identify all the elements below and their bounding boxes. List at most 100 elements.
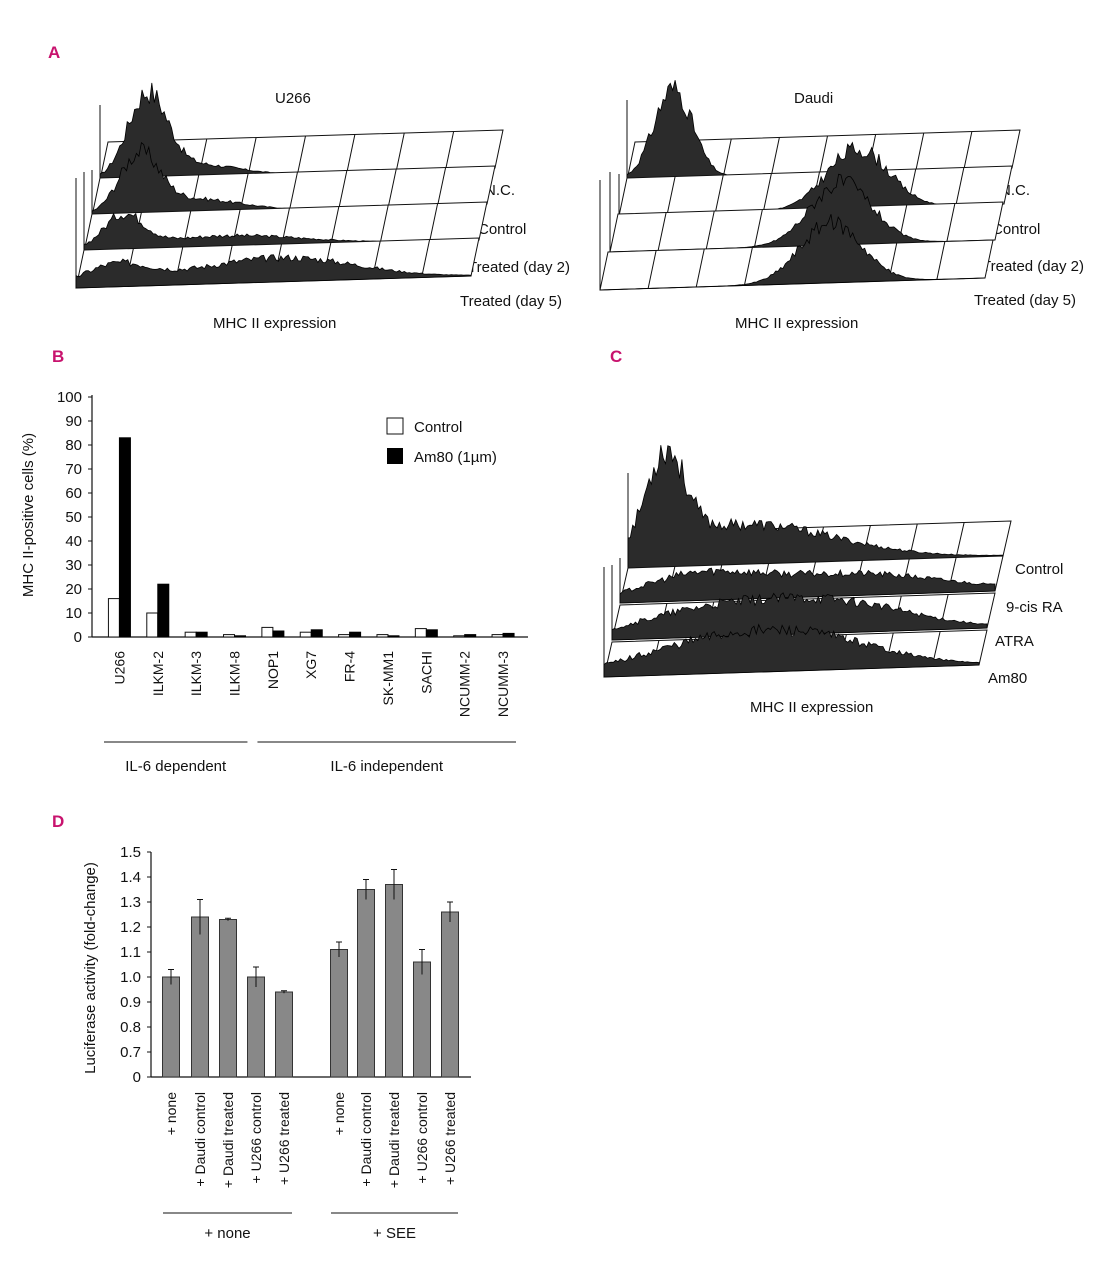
- b-y-tick-label: 50: [65, 509, 82, 526]
- d-x-tick-label: + U266 treated: [442, 1092, 458, 1185]
- b-x-tick-label: NOP1: [265, 651, 281, 689]
- grid-line: [289, 171, 298, 211]
- panel-label-d: D: [52, 812, 64, 831]
- b-bar-control: [338, 634, 351, 638]
- c-row-9cis: 9-cis RA: [1006, 599, 1063, 616]
- b-y-tick-label: 90: [65, 413, 82, 430]
- b-bar-control: [184, 631, 197, 638]
- b-bar-control: [107, 598, 120, 638]
- u266-row-control: Control: [478, 221, 526, 238]
- daudi-row-day2: Treated (day 2): [982, 258, 1084, 275]
- c-row-am80: Am80: [988, 670, 1027, 687]
- panel-a-u266: U266 N.C. Control Treated (day 2) Treate…: [213, 90, 570, 332]
- b-bar-am80: [234, 635, 247, 638]
- d-ylabel: Luciferase activity (fold-change): [82, 862, 99, 1074]
- d-x-tick-label: + Daudi control: [192, 1092, 208, 1187]
- b-y-tick-label: 10: [65, 605, 82, 622]
- b-bar-control: [146, 612, 159, 638]
- c-row-atra: ATRA: [995, 633, 1034, 650]
- b-group-label: IL-6 independent: [330, 758, 443, 775]
- b-bar-control: [491, 634, 504, 638]
- histogram: [603, 623, 980, 678]
- b-ylabel: MHC II-positive cells (%): [20, 433, 37, 597]
- grid-line: [657, 212, 667, 251]
- daudi-xlabel: MHC II expression: [735, 315, 858, 332]
- d-y-tick-label: 1.3: [120, 894, 141, 911]
- d-y-tick-label: 0.8: [120, 1019, 141, 1036]
- d-bar: [247, 976, 265, 1078]
- b-x-tick-label: NCUMM-2: [457, 651, 473, 717]
- d-y-tick-label: 0.7: [120, 1044, 141, 1061]
- grid-line: [936, 241, 946, 280]
- grid-line: [346, 134, 356, 173]
- u266-title: U266: [275, 90, 311, 107]
- grid-line: [743, 247, 753, 286]
- grid-line: [445, 131, 455, 170]
- b-legend-am80-swatch: [387, 448, 403, 464]
- panel-label-b: B: [52, 347, 64, 366]
- b-legend-am80: Am80 (1µm): [414, 449, 497, 466]
- grid-line: [963, 131, 973, 170]
- b-x-tick-label: SK-MM1: [380, 651, 396, 706]
- b-bar-am80: [118, 437, 131, 638]
- histogram: [611, 592, 988, 641]
- b-legend-control: Control: [414, 419, 462, 436]
- histogram: [599, 214, 986, 291]
- b-bar-am80: [387, 635, 400, 638]
- panel-label-c: C: [610, 347, 622, 366]
- d-y-tick-label: 1.1: [120, 944, 141, 961]
- b-bar-am80: [425, 629, 438, 638]
- b-x-tick-label: ILKM-8: [227, 651, 243, 696]
- daudi-row-control: Control: [992, 221, 1040, 238]
- grid-line: [338, 170, 348, 209]
- d-y-tick-label: 1.5: [120, 844, 141, 861]
- panel-d-chart: Luciferase activity (fold-change) 0 0.7 0.…: [82, 844, 471, 1242]
- grid-line: [437, 167, 447, 206]
- grid-line: [330, 206, 340, 245]
- d-x-tick-label: + Daudi control: [358, 1092, 374, 1187]
- grid-line: [946, 203, 956, 242]
- u266-xlabel: MHC II expression: [213, 315, 336, 332]
- b-group-label: IL-6 dependent: [125, 758, 227, 775]
- grid-line: [762, 173, 772, 212]
- grid-line: [819, 135, 828, 175]
- panel-b-chart: MHC II-positive cells (%) Control Am80 (…: [20, 389, 528, 775]
- grid-line: [429, 203, 439, 242]
- grid-line: [647, 250, 657, 289]
- grid-line: [915, 132, 925, 172]
- grid-line: [753, 209, 763, 248]
- b-y-tick-label: 20: [65, 581, 82, 598]
- daudi-row-day5: Treated (day 5): [974, 292, 1076, 309]
- u266-row-day2: Treated (day 2): [468, 259, 570, 276]
- grid-line: [395, 132, 405, 172]
- b-x-tick-label: ILKM-2: [150, 651, 166, 696]
- b-bar-am80: [502, 632, 515, 638]
- b-y-tick-label: 80: [65, 437, 82, 454]
- d-x-tick-label: + U266 treated: [276, 1092, 292, 1185]
- d-bar: [413, 961, 431, 1078]
- b-bar-control: [261, 626, 274, 638]
- d-bar: [219, 919, 237, 1078]
- b-bar-am80: [310, 629, 323, 638]
- grid-line: [379, 204, 389, 244]
- d-x-tick-label: + U266 control: [248, 1092, 264, 1183]
- b-y-tick-label: 30: [65, 557, 82, 574]
- grid-line: [705, 210, 715, 250]
- grid-line: [666, 176, 676, 215]
- histogram: [627, 445, 1004, 569]
- d-bar: [162, 976, 180, 1078]
- daudi-title: Daudi: [794, 90, 833, 107]
- b-x-tick-label: U266: [111, 651, 127, 685]
- b-bar-control: [414, 628, 427, 638]
- d-group-label: + SEE: [373, 1225, 416, 1242]
- u266-row-day5: Treated (day 5): [460, 293, 562, 310]
- b-bar-am80: [349, 631, 362, 638]
- d-x-tick-label: + Daudi treated: [220, 1092, 236, 1188]
- grid-line: [770, 137, 780, 176]
- b-x-tick-label: SACHI: [418, 651, 434, 694]
- b-bar-control: [453, 635, 466, 638]
- panel-a-daudi: Daudi N.C. Control Treated (day 2) Treat…: [735, 90, 1084, 332]
- b-bar-control: [376, 634, 389, 638]
- grid-line: [297, 135, 306, 175]
- daudi-histograms: [599, 80, 1021, 291]
